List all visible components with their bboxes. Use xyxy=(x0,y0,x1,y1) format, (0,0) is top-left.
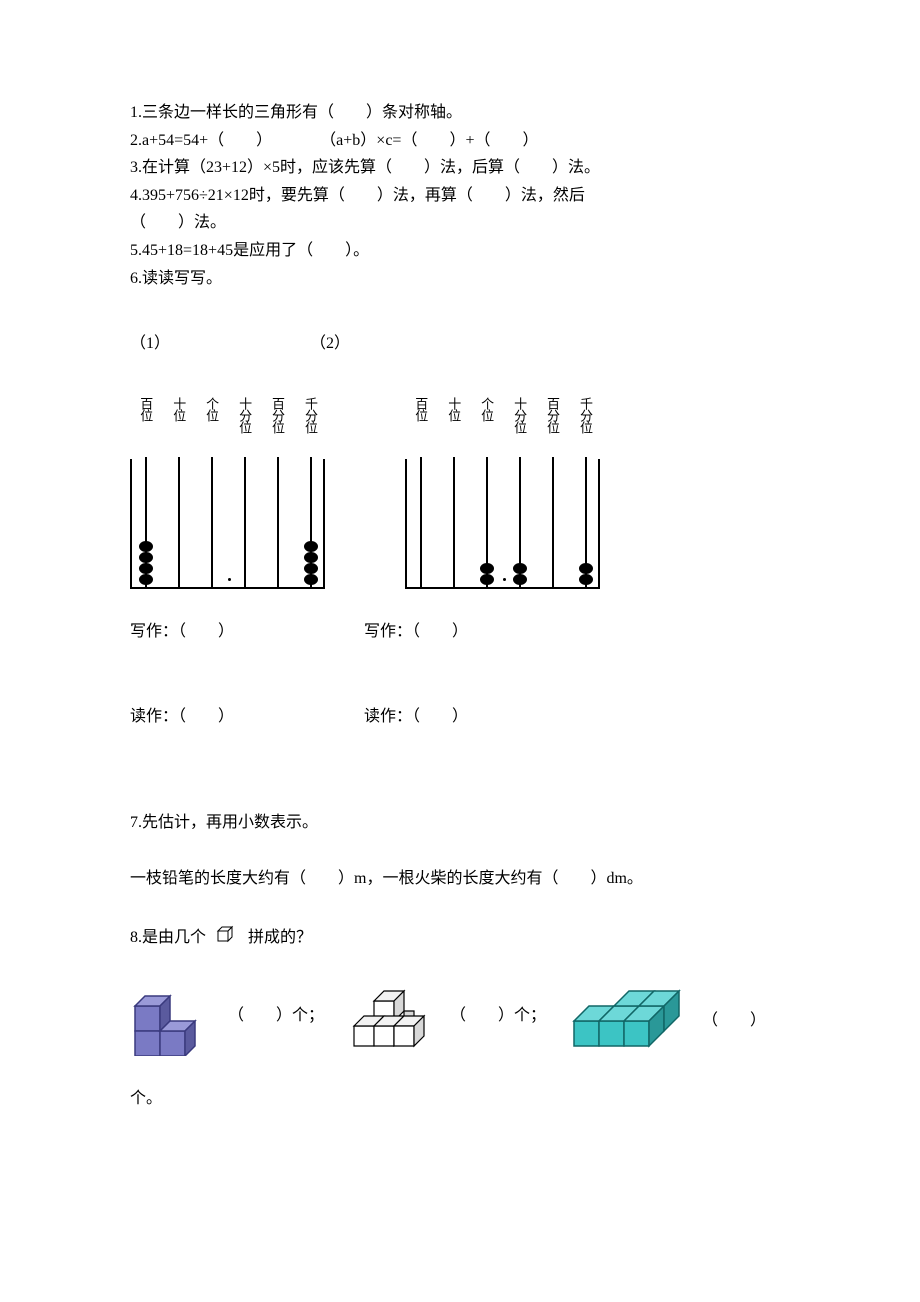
abacus-rod xyxy=(178,457,180,587)
q8-figure-3: （ ） xyxy=(564,986,766,1056)
abacus-decimal-point xyxy=(503,578,506,581)
question-5: 5.45+18=18+45是应用了（ ）。 xyxy=(130,238,790,264)
abacus-col-label: 百分位 xyxy=(545,397,559,455)
cube-fig-teal xyxy=(564,986,694,1056)
question-2: 2.a+54=54+（ ） （a+b）×c=（ ）+（ ） xyxy=(130,128,790,154)
question-7: 7.先估计，再用小数表示。 xyxy=(130,810,790,836)
abacus-bead xyxy=(480,574,494,585)
question-1: 1.三条边一样长的三角形有（ ）条对称轴。 xyxy=(130,100,790,126)
question-4b: （ ）法。 xyxy=(130,210,790,236)
read-1: 读作：（ ） xyxy=(130,704,234,730)
write-1: 写作：（ ） xyxy=(130,619,234,645)
q8-figure-2: （ ）个； xyxy=(342,976,546,1056)
count-3: （ ） xyxy=(702,1008,766,1034)
abacus-col-label: 十位 xyxy=(171,397,185,455)
abacus-bead xyxy=(139,574,153,585)
cube-fig-white xyxy=(342,976,442,1056)
abacus-bead xyxy=(304,552,318,563)
abacus-decimal-point xyxy=(228,578,231,581)
abacus-rod xyxy=(211,457,213,587)
abacus-bead xyxy=(304,563,318,574)
abacus-col-label: 个位 xyxy=(204,397,218,455)
abacus-bead xyxy=(513,574,527,585)
abacus-rod xyxy=(420,457,422,587)
abacus-row: 百位十位个位十分位百分位千分位 百位十位个位十分位百分位千分位 xyxy=(130,397,790,589)
abacus-bead xyxy=(480,563,494,574)
abacus-1: 百位十位个位 十分位 百分位 千分位 xyxy=(130,397,325,589)
abacus-bead xyxy=(139,563,153,574)
abacus-rod xyxy=(552,457,554,587)
abacus-rod xyxy=(244,457,246,587)
abacus-col-label: 百分位 xyxy=(270,397,284,455)
q8-last-unit: 个。 xyxy=(130,1086,790,1112)
abacus-col-label: 百位 xyxy=(413,397,427,455)
abacus-col-label: 个位 xyxy=(479,397,493,455)
question-8: 8.是由几个 拼成的？ xyxy=(130,921,790,956)
q8-figures-row: （ ）个； （ ）个； xyxy=(130,976,790,1056)
read-2: 读作：（ ） xyxy=(364,704,468,730)
abacus-bead xyxy=(579,574,593,585)
abacus-col-label: 十分位 xyxy=(512,397,526,455)
abacus-col-label: 千分位 xyxy=(578,397,592,455)
abacus-rod xyxy=(277,457,279,587)
question-3: 3.在计算（23+12）×5时，应该先算（ ）法，后算（ ）法。 xyxy=(130,155,790,181)
question-7-line: 一枝铅笔的长度大约有（ ）m，一根火柴的长度大约有（ ）dm。 xyxy=(130,866,790,892)
abacus-bead xyxy=(579,563,593,574)
abacus-bead xyxy=(304,574,318,585)
abacus-bead xyxy=(304,541,318,552)
abacus-bead xyxy=(139,552,153,563)
abacus-2: 百位十位个位 十分位 百分位 千分位 xyxy=(405,397,600,589)
abacus-frame xyxy=(405,459,600,589)
abacus-col-label: 千分位 xyxy=(303,397,317,455)
question-4a: 4.395+756÷21×12时，要先算（ ）法，再算（ ）法，然后 xyxy=(130,183,790,209)
abacus-bead xyxy=(139,541,153,552)
question-6: 6.读读写写。 xyxy=(130,266,790,292)
count-1: （ ）个； xyxy=(228,1003,324,1029)
abacus-col-label: 百位 xyxy=(138,397,152,455)
abacus-bead xyxy=(513,563,527,574)
q6-part-1-label: （1） xyxy=(130,331,170,357)
cube-fig-purple xyxy=(130,976,220,1056)
abacus-col-label: 十分位 xyxy=(237,397,251,455)
abacus-frame xyxy=(130,459,325,589)
q8-figure-1: （ ）个； xyxy=(130,976,324,1056)
abacus-col-label: 十位 xyxy=(446,397,460,455)
q8-prefix: 8.是由几个 xyxy=(130,929,206,946)
small-cube-icon xyxy=(214,921,240,956)
write-2: 写作：（ ） xyxy=(364,619,468,645)
count-2: （ ）个； xyxy=(450,1003,546,1029)
q8-suffix: 拼成的？ xyxy=(248,929,312,946)
abacus-rod xyxy=(453,457,455,587)
q6-part-2-label: （2） xyxy=(310,331,350,357)
